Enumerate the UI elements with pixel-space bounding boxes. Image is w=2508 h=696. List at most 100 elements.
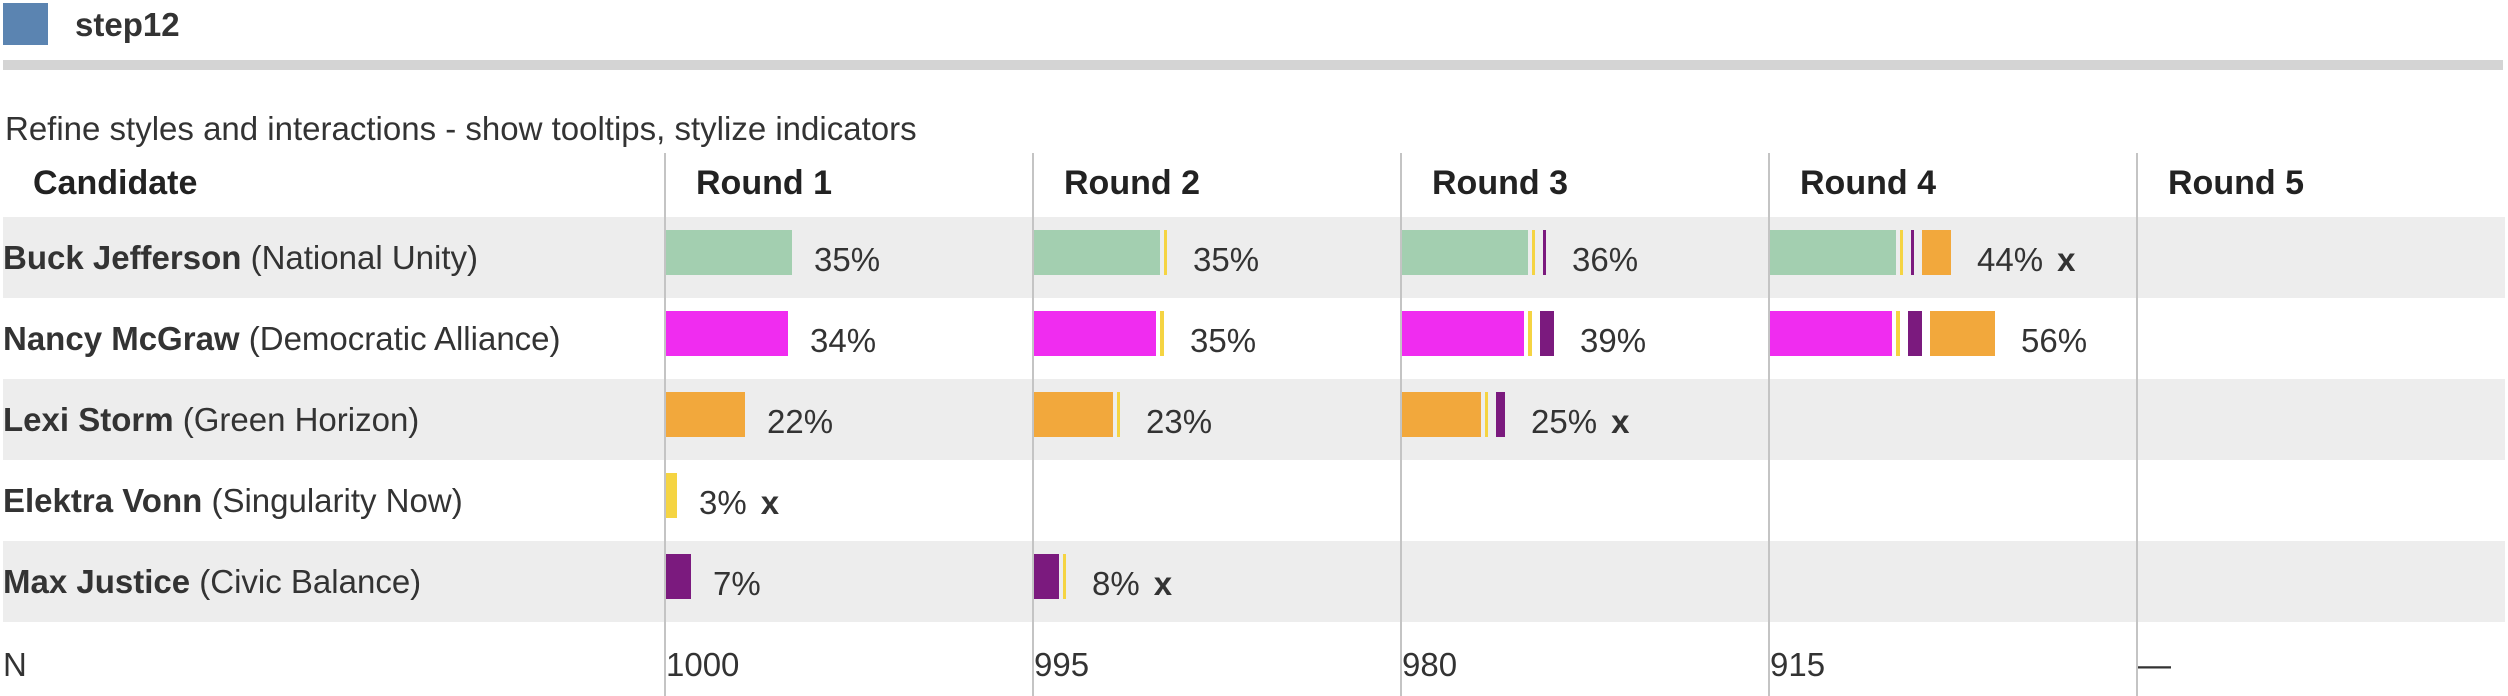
percent-label: 34% bbox=[810, 322, 876, 360]
percent-label: 35% bbox=[1190, 322, 1256, 360]
vote-bar[interactable] bbox=[1034, 311, 1156, 356]
n-value: 1000 bbox=[666, 646, 740, 683]
percent-value: 34% bbox=[810, 322, 877, 359]
vote-bar[interactable] bbox=[666, 311, 788, 356]
row-band bbox=[3, 379, 2505, 460]
column-divider bbox=[2136, 153, 2138, 696]
candidate-label: Elektra Vonn (Singularity Now) bbox=[3, 482, 463, 520]
percent-label: 25% x bbox=[1531, 403, 1629, 441]
percent-label: 56% bbox=[2021, 322, 2087, 360]
step-color-swatch bbox=[3, 3, 48, 45]
eliminated-mark: x bbox=[1153, 565, 1173, 602]
candidate-name: Lexi Storm bbox=[3, 401, 174, 438]
percent-label: 23% bbox=[1146, 403, 1212, 441]
result-cell[interactable]: 44% x bbox=[1770, 217, 2138, 298]
column-header-round: Round 1 bbox=[696, 164, 832, 202]
column-header-round: Round 3 bbox=[1432, 164, 1568, 202]
transfer-bar[interactable] bbox=[1896, 311, 1900, 356]
result-cell[interactable]: 3% x bbox=[666, 460, 1034, 541]
percent-label: 3% x bbox=[699, 484, 779, 522]
transfer-bar[interactable] bbox=[1922, 230, 1951, 275]
candidate-party: (Civic Balance) bbox=[190, 563, 422, 600]
transfer-bar[interactable] bbox=[1496, 392, 1505, 437]
candidate-label: Max Justice (Civic Balance) bbox=[3, 563, 421, 601]
percent-value: 56% bbox=[2021, 322, 2088, 359]
column-header-round: Round 4 bbox=[1800, 164, 1936, 202]
candidate-label: Nancy McGraw (Democratic Alliance) bbox=[3, 320, 561, 358]
step-title: step12 bbox=[75, 6, 180, 43]
header-divider bbox=[3, 60, 2503, 70]
result-cell[interactable]: 56% bbox=[1770, 298, 2138, 379]
percent-value: 39% bbox=[1580, 322, 1647, 359]
transfer-bar[interactable] bbox=[1117, 392, 1120, 437]
subtitle: Refine styles and interactions - show to… bbox=[5, 110, 917, 147]
percent-label: 36% bbox=[1572, 241, 1638, 279]
result-cell[interactable]: 35% bbox=[666, 217, 1034, 298]
transfer-bar[interactable] bbox=[1160, 311, 1164, 356]
row-band bbox=[3, 541, 2505, 622]
transfer-bar[interactable] bbox=[1540, 311, 1554, 356]
vote-bar[interactable] bbox=[666, 230, 792, 275]
percent-value: 35% bbox=[814, 241, 881, 278]
result-cell[interactable]: 25% x bbox=[1402, 379, 1770, 460]
percent-label: 22% bbox=[767, 403, 833, 441]
percent-label: 35% bbox=[1193, 241, 1259, 279]
percent-value: 25% bbox=[1531, 403, 1598, 440]
transfer-bar[interactable] bbox=[1528, 311, 1532, 356]
result-cell[interactable]: 35% bbox=[1034, 298, 1402, 379]
transfer-bar[interactable] bbox=[1063, 554, 1066, 599]
result-cell[interactable]: 22% bbox=[666, 379, 1034, 460]
transfer-bar[interactable] bbox=[1900, 230, 1903, 275]
percent-label: 35% bbox=[814, 241, 880, 279]
vote-bar[interactable] bbox=[1402, 230, 1528, 275]
transfer-bar[interactable] bbox=[1164, 230, 1167, 275]
result-cell[interactable]: 35% bbox=[1034, 217, 1402, 298]
candidate-name: Elektra Vonn bbox=[3, 482, 203, 519]
n-value: 980 bbox=[1402, 646, 1458, 683]
result-cell[interactable]: 34% bbox=[666, 298, 1034, 379]
percent-value: 36% bbox=[1572, 241, 1639, 278]
column-header-candidate: Candidate bbox=[33, 164, 198, 202]
percent-label: 44% x bbox=[1977, 241, 2075, 279]
percent-value: 23% bbox=[1146, 403, 1213, 440]
vote-bar[interactable] bbox=[666, 392, 745, 437]
column-divider bbox=[664, 153, 666, 696]
transfer-bar[interactable] bbox=[1908, 311, 1922, 356]
vote-bar[interactable] bbox=[1770, 230, 1896, 275]
candidate-name: Nancy McGraw bbox=[3, 320, 240, 357]
column-divider bbox=[1768, 153, 1770, 696]
vote-bar[interactable] bbox=[1034, 230, 1160, 275]
result-cell[interactable]: 23% bbox=[1034, 379, 1402, 460]
result-cell[interactable]: 7% bbox=[666, 541, 1034, 622]
vote-bar[interactable] bbox=[1770, 311, 1892, 356]
result-cell[interactable]: 39% bbox=[1402, 298, 1770, 379]
vote-bar[interactable] bbox=[1034, 554, 1059, 599]
vote-bar[interactable] bbox=[666, 554, 691, 599]
vote-bar[interactable] bbox=[1402, 392, 1481, 437]
candidate-party: (Singularity Now) bbox=[202, 482, 463, 519]
percent-value: 7% bbox=[713, 565, 761, 602]
percent-value: 35% bbox=[1193, 241, 1260, 278]
percent-value: 44% bbox=[1977, 241, 2044, 278]
percent-label: 7% bbox=[713, 565, 761, 603]
transfer-bar[interactable] bbox=[1543, 230, 1546, 275]
column-divider bbox=[1400, 153, 1402, 696]
vote-bar[interactable] bbox=[1402, 311, 1524, 356]
column-header-round: Round 5 bbox=[2168, 164, 2304, 202]
result-cell[interactable]: 36% bbox=[1402, 217, 1770, 298]
eliminated-mark: x bbox=[760, 484, 780, 521]
candidate-party: (Green Horizon) bbox=[173, 401, 420, 438]
transfer-bar[interactable] bbox=[1930, 311, 1995, 356]
candidate-name: Max Justice bbox=[3, 563, 191, 600]
result-cell[interactable]: 8% x bbox=[1034, 541, 1402, 622]
candidate-name: Buck Jefferson bbox=[3, 239, 242, 276]
transfer-bar[interactable] bbox=[1911, 230, 1914, 275]
transfer-bar[interactable] bbox=[1532, 230, 1535, 275]
transfer-bar[interactable] bbox=[1485, 392, 1488, 437]
n-value: — bbox=[2138, 646, 2171, 683]
step-header: step12 bbox=[0, 0, 2508, 54]
eliminated-mark: x bbox=[2057, 241, 2076, 278]
vote-bar[interactable] bbox=[1034, 392, 1113, 437]
vote-bar[interactable] bbox=[666, 473, 677, 518]
